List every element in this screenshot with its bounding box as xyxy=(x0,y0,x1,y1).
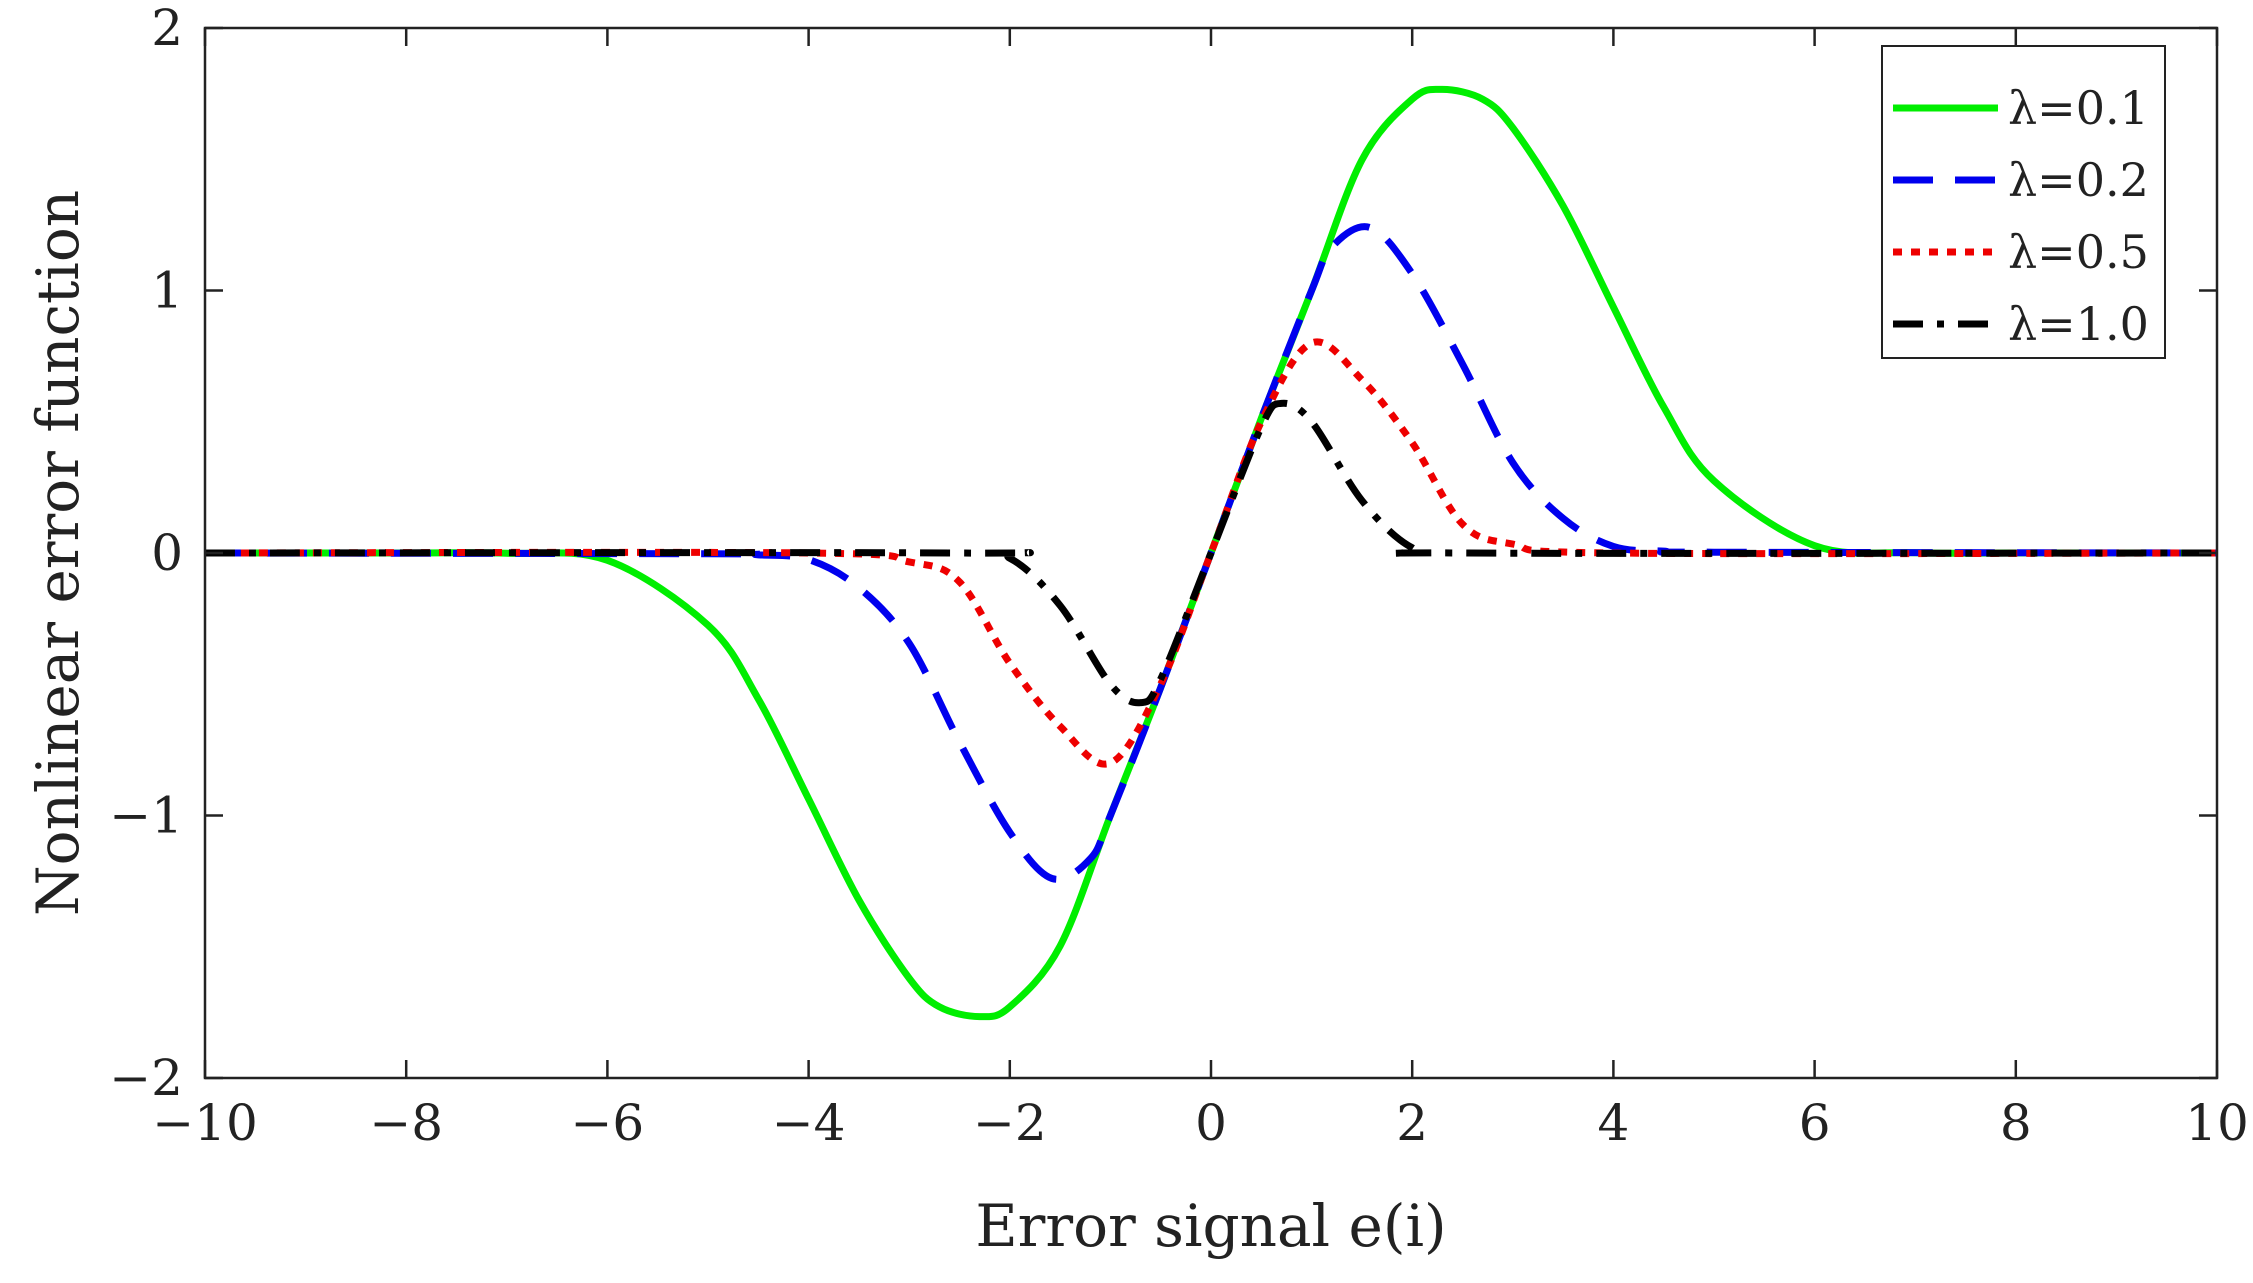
x-tick-label: 10 xyxy=(2185,1094,2249,1152)
x-tick-label: 6 xyxy=(1799,1094,1831,1152)
series-layer xyxy=(204,85,2218,1021)
y-axis-ticks: −2 −1 0 1 2 xyxy=(109,0,2217,1107)
y-tick-label: −1 xyxy=(109,787,183,845)
x-tick-label: −2 xyxy=(973,1094,1047,1152)
x-tick-label: −8 xyxy=(369,1094,443,1152)
x-axis-label: Error signal e(i) xyxy=(975,1192,1446,1260)
x-tick-label: −6 xyxy=(571,1094,645,1152)
legend-label-3: λ=0.5 xyxy=(2008,225,2149,279)
series-line-4 xyxy=(204,399,2218,707)
legend-box xyxy=(1881,45,2166,359)
y-tick-label: 1 xyxy=(151,262,183,320)
y-tick-label: −2 xyxy=(109,1049,183,1107)
legend-label-2: λ=0.2 xyxy=(2008,153,2149,207)
x-axis-ticks: −10 −8 −6 −4 −2 0 2 4 6 8 10 xyxy=(152,28,2249,1152)
legend-label-4: λ=1.0 xyxy=(2008,297,2149,351)
series-line-3 xyxy=(204,338,2218,768)
y-tick-label: 0 xyxy=(151,524,183,582)
y-axis-label: Nonlinear error function xyxy=(24,190,92,916)
legend-label-1: λ=0.1 xyxy=(2008,81,2149,135)
x-tick-label: 4 xyxy=(1597,1094,1629,1152)
x-tick-label: 2 xyxy=(1396,1094,1428,1152)
legend: λ=0.1 λ=0.2 λ=0.5 λ=1.0 xyxy=(1881,45,2166,359)
x-tick-label: −4 xyxy=(772,1094,846,1152)
y-tick-label: 2 xyxy=(151,0,183,57)
x-tick-label: 8 xyxy=(2000,1094,2032,1152)
x-tick-label: 0 xyxy=(1195,1094,1227,1152)
x-tick-label: −10 xyxy=(152,1094,258,1152)
